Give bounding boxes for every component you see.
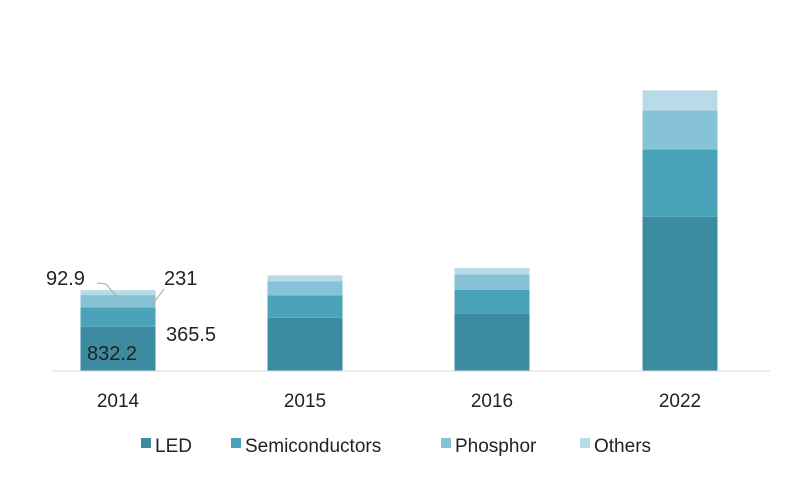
x-tick-label: 2015: [284, 391, 326, 412]
bar-led-2014: [80, 326, 156, 371]
bar-others-2015: [267, 275, 343, 282]
data-label-leader-line: [151, 288, 165, 306]
legend-swatch-phosphor: [441, 438, 451, 448]
legend-label-others: Others: [594, 436, 651, 457]
bar-phosphor-2016: [454, 274, 530, 290]
bar-others-2016: [454, 267, 530, 275]
bar-led-2022: [642, 216, 718, 371]
x-tick-label: 2014: [97, 391, 140, 412]
bar-semiconductors-2014: [80, 307, 156, 327]
bar-phosphor-2022: [642, 110, 718, 150]
x-tick-label: 2016: [471, 391, 513, 412]
bar-phosphor-2014: [80, 295, 156, 308]
bar-others-2014: [80, 290, 156, 296]
data-label-phosphor: 231: [164, 268, 197, 290]
legend: LED Semiconductors Phosphor Others: [141, 436, 651, 457]
legend-label-led: LED: [155, 436, 192, 457]
bar-semiconductors-2022: [642, 149, 718, 217]
bar-led-2016: [454, 313, 530, 371]
legend-swatch-others: [580, 438, 590, 448]
bar-semiconductors-2015: [267, 295, 343, 318]
bar-group: [80, 90, 718, 371]
data-label-led: 832.2: [87, 343, 137, 365]
bar-phosphor-2015: [267, 281, 343, 296]
bar-led-2015: [267, 317, 343, 371]
x-tick-label: 2022: [659, 391, 701, 412]
legend-label-phosphor: Phosphor: [455, 436, 537, 457]
bar-semiconductors-2016: [454, 289, 530, 314]
x-axis-tick-labels: 2014 2015 2016 2022: [97, 391, 701, 412]
legend-swatch-semiconductors: [231, 438, 241, 448]
legend-swatch-led: [141, 438, 151, 448]
data-labels: 832.2 365.5 231 92.9: [46, 268, 216, 365]
data-label-semiconductors: 365.5: [166, 324, 216, 346]
data-label-others: 92.9: [46, 268, 85, 290]
legend-label-semiconductors: Semiconductors: [245, 436, 381, 457]
data-label-leader-line: [96, 282, 118, 298]
bar-others-2022: [642, 90, 718, 111]
